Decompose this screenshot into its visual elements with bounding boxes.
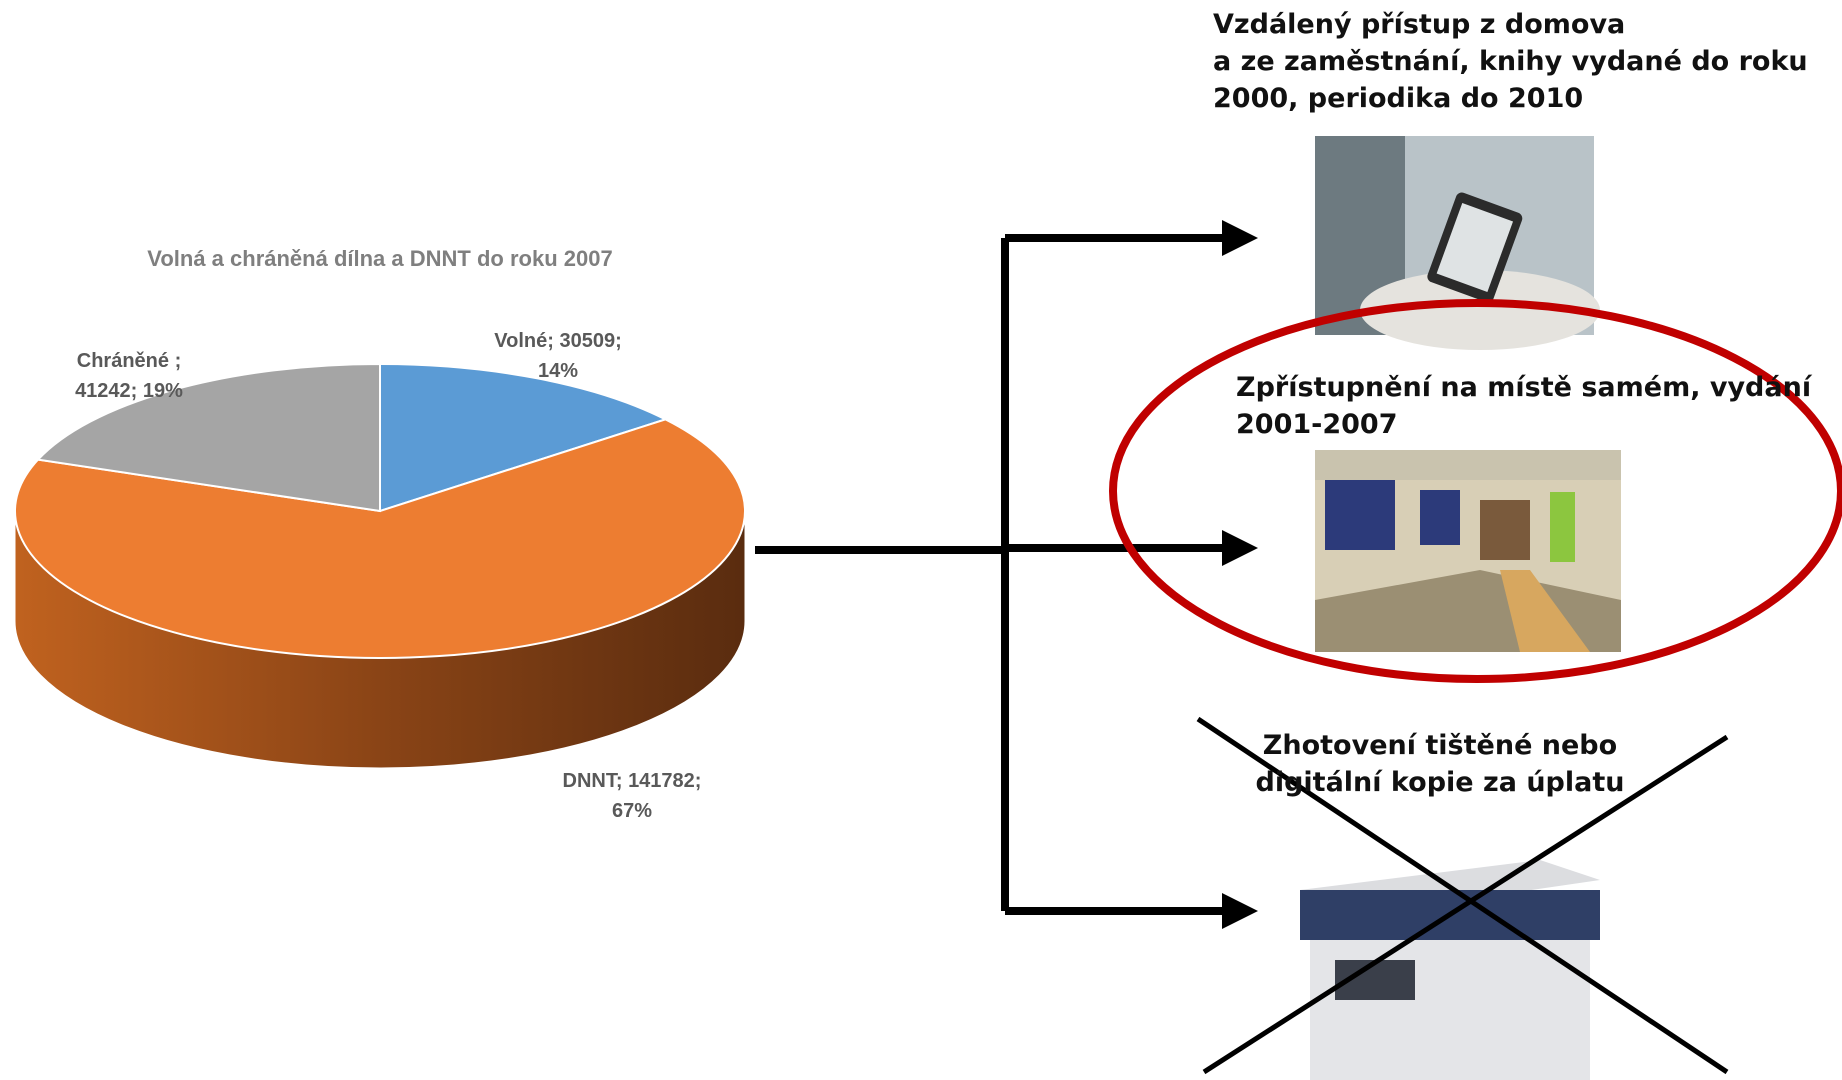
data-label: Chráněné ; 41242; 19% — [44, 346, 214, 406]
option-label: Vzdálený přístup z domova a ze zaměstnán… — [1213, 6, 1808, 117]
arrowhead — [1222, 893, 1258, 929]
picture-copier — [1300, 860, 1600, 1080]
picture-library — [1315, 450, 1621, 652]
arrowhead — [1222, 530, 1258, 566]
slide: Volná a chráněná dílna a DNNT do roku 20… — [0, 0, 1842, 1080]
chart-title: Volná a chráněná dílna a DNNT do roku 20… — [147, 246, 612, 271]
option-label: Zhotovení tištěné nebo digitální kopie z… — [1240, 727, 1640, 801]
slide-graphics: Volná a chráněná dílna a DNNT do roku 20… — [0, 0, 1842, 1080]
option-label: Zpřístupnění na místě samém, vydání 2001… — [1236, 369, 1811, 443]
picture-tablet — [1315, 136, 1600, 350]
pie — [15, 364, 745, 768]
data-label: DNNT; 141782; 67% — [542, 766, 722, 826]
arrowheads — [1222, 220, 1258, 929]
arrowhead — [1222, 220, 1258, 256]
data-label: Volné; 30509; 14% — [478, 326, 638, 386]
